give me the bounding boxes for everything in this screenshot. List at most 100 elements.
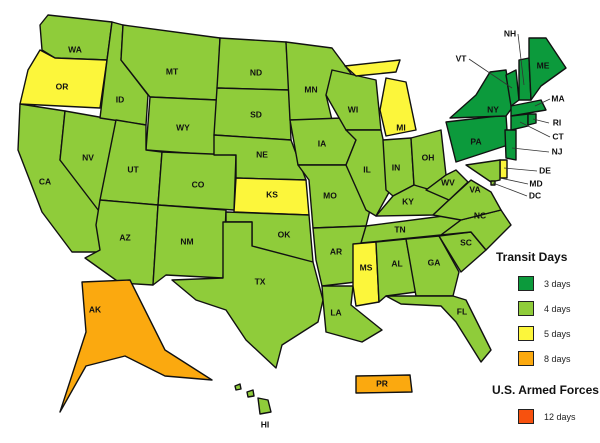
state-ri [527,113,537,126]
state-shape [352,241,380,307]
state-shape [321,285,383,343]
state-ak [59,279,213,413]
state-label-pr: PR [376,378,388,388]
state-label-ar: AR [330,246,342,256]
leader-line [511,147,550,153]
state-label-ct: CT [552,131,564,141]
leader-line [499,177,529,185]
state-ga [405,235,460,297]
state-label-ms: MS [360,262,373,272]
state-label-ne: NE [256,149,268,159]
state-label-mt: MT [166,66,179,76]
leader-line [492,182,528,197]
state-label-nj: NJ [552,146,563,156]
state-pr [355,374,413,394]
state-ms [352,241,380,307]
state-label-ri: RI [553,117,562,127]
state-shape [449,69,513,119]
state-label-mn: MN [304,84,317,94]
state-shape [59,279,213,413]
state-la [321,285,383,343]
state-label-mo: MO [323,190,337,200]
state-label-sc: SC [460,237,472,247]
state-shape [425,169,469,201]
legend-swatch [518,351,534,366]
legend-swatch [518,326,534,341]
state-shape [216,37,290,91]
state-label-la: LA [330,307,341,317]
state-ny [449,69,513,119]
state-md [465,159,501,183]
state-label-fl: FL [457,306,467,316]
state-shape [375,238,417,303]
state-nd [216,37,290,91]
state-label-in: IN [392,162,401,172]
state-label-ny: NY [487,104,499,114]
state-label-il: IL [363,164,371,174]
armed-forces-title: U.S. Armed Forces [492,383,599,397]
legend-label: 12 days [544,411,576,422]
state-ma [510,99,547,117]
state-label-wa: WA [68,44,82,54]
state-label-ak: AK [89,304,102,314]
legend-item-8-days: 8 days [518,346,600,371]
state-label-me: ME [537,60,550,70]
legend-label: 5 days [544,328,571,339]
state-shape [246,389,255,398]
state-label-ca: CA [39,176,51,186]
state-label-wv: WV [441,177,455,187]
state-wv [425,169,469,201]
legend-label: 8 days [544,353,571,364]
state-hi [234,383,272,415]
state-al [375,238,417,303]
state-label-sd: SD [250,109,262,119]
state-label-ky: KY [402,196,414,206]
state-il [345,129,394,217]
state-shape [19,49,108,109]
state-shape [344,59,401,77]
state-label-de: DE [539,165,551,175]
state-label-mi: MI [396,122,405,132]
state-label-nc: NC [474,210,486,220]
state-label-ga: GA [428,257,441,267]
legend-item-12-days: 12 days [518,404,600,429]
state-label-ok: OK [278,229,292,239]
state-shape [385,295,492,363]
state-shape [171,221,324,369]
state-label-al: AL [391,258,402,268]
state-label-wi: WI [348,104,358,114]
state-shape [405,235,460,297]
legend-label: 3 days [544,278,571,289]
legend-item-4-days: 4 days [518,296,600,321]
state-label-ks: KS [266,189,278,199]
state-label-ut: UT [127,164,139,174]
state-shape [527,113,537,126]
state-label-hi: HI [261,419,270,429]
state-de [499,159,508,179]
leader-line [468,58,513,89]
state-label-or: OR [56,81,69,91]
state-label-pa: PA [470,136,481,146]
state-ct [510,113,529,131]
state-label-tx: TX [255,276,266,286]
legend-swatch [518,409,534,424]
state-shape [510,113,529,131]
state-label-va: VA [469,184,480,194]
leader-line [503,167,538,172]
state-label-az: AZ [119,232,130,242]
state-label-oh: OH [422,152,435,162]
state-shape [379,77,417,137]
leader-line [517,33,525,86]
legend-swatch [518,301,534,316]
legend-title: Transit Days [496,250,568,264]
state-nj [504,129,517,161]
state-label-nm: NM [180,236,193,246]
legend-swatch [518,276,534,291]
legend-item-5-days: 5 days [518,321,600,346]
state-label-vt: VT [456,53,468,63]
state-shape [504,129,517,161]
legend: Transit Days 3 days 4 days 5 days 8 days… [492,250,600,429]
state-label-nh: NH [504,28,516,38]
legend-label: 4 days [544,303,571,314]
